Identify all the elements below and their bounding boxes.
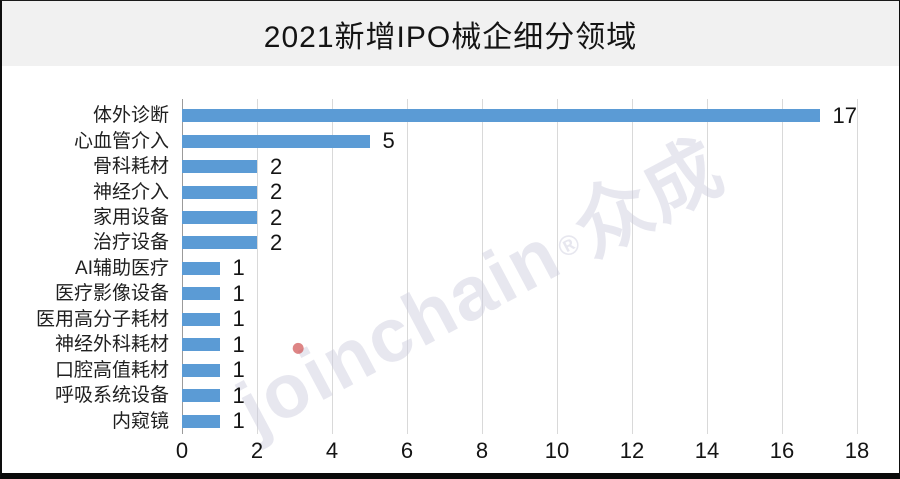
- gridline: [782, 99, 783, 434]
- bar: [182, 211, 257, 225]
- gridline: [332, 99, 333, 434]
- value-label: 2: [270, 153, 283, 179]
- bar-track: 2: [182, 231, 858, 253]
- bar: [182, 363, 220, 377]
- x-tick-label: 18: [844, 438, 870, 463]
- category-label: 骨科耗材: [92, 156, 169, 178]
- bar-track: 1: [182, 333, 858, 355]
- bar: [182, 236, 257, 250]
- value-label: 1: [232, 408, 245, 434]
- bar-row: 家用设备 2: [2, 205, 899, 230]
- x-tick-label: 0: [175, 438, 189, 463]
- bar: [182, 134, 370, 148]
- bar-row: 体外诊断 17: [2, 103, 899, 128]
- bar: [182, 338, 220, 352]
- x-tick-label: 2: [250, 438, 264, 463]
- bar-track: 1: [182, 308, 858, 330]
- category-label: 医用高分子耗材: [35, 308, 169, 330]
- category-label: 体外诊断: [92, 105, 169, 127]
- value-label: 1: [232, 280, 245, 306]
- gridline: [557, 99, 558, 434]
- category-label: 神经介入: [92, 181, 169, 203]
- bar-row: 神经介入 2: [2, 179, 899, 204]
- bar-track: 1: [182, 384, 858, 406]
- value-label: 1: [232, 357, 245, 383]
- value-label: 1: [232, 255, 245, 281]
- gridline: [857, 99, 858, 434]
- bar-row: 口腔高值耗材 1: [2, 358, 899, 383]
- bar-row: 医用高分子耗材 1: [2, 307, 899, 332]
- chart-plot-region: joi nchain®众成 体外诊断 17 心血管介入 5 骨科耗材 2 神经介入 2 家用设备 2…: [2, 66, 899, 473]
- bar-track: 1: [182, 282, 858, 304]
- bar-row: 神经外科耗材 1: [2, 332, 899, 357]
- value-label: 1: [232, 306, 245, 332]
- x-tick-label: 10: [544, 438, 570, 463]
- bar-track: 1: [182, 359, 858, 381]
- gridline: [482, 99, 483, 434]
- bar-row: 骨科耗材 2: [2, 154, 899, 179]
- x-tick-label: 6: [400, 438, 414, 463]
- bar: [182, 109, 820, 123]
- category-label: AI辅助医疗: [75, 257, 169, 279]
- bar: [182, 312, 220, 326]
- bar-track: 17: [182, 104, 858, 126]
- bar-track: 2: [182, 206, 858, 228]
- gridline: [407, 99, 408, 434]
- bar-row: 治疗设备 2: [2, 230, 899, 255]
- gridline: [632, 99, 633, 434]
- gridline: [707, 99, 708, 434]
- bar-row: 心血管介入 5: [2, 128, 899, 153]
- x-axis-tick-labels: 0 2 4 6 8 10 12 14 16 18: [176, 438, 869, 466]
- bar-track: 1: [182, 257, 858, 279]
- category-label: 心血管介入: [73, 130, 169, 152]
- value-label: 5: [382, 128, 395, 154]
- bar-track: 2: [182, 155, 858, 177]
- value-label: 2: [270, 229, 283, 255]
- value-label: 2: [270, 204, 283, 230]
- bar-row: 医疗影像设备 1: [2, 281, 899, 306]
- bar-rows: 体外诊断 17 心血管介入 5 骨科耗材 2 神经介入 2 家用设备 2 治疗设备 2 AI辅助医疗 1 医…: [2, 103, 899, 434]
- bar: [182, 414, 220, 428]
- bar: [182, 389, 220, 403]
- bar-row: 呼吸系统设备 1: [2, 383, 899, 408]
- chart-header: 2021新增IPO械企细分领域: [2, 1, 899, 66]
- value-label: 1: [232, 331, 245, 357]
- bar: [182, 185, 257, 199]
- category-label: 医疗影像设备: [54, 283, 169, 305]
- category-label: 治疗设备: [92, 232, 169, 254]
- bar: [182, 160, 257, 174]
- bar-track: 2: [182, 181, 858, 203]
- bar: [182, 261, 220, 275]
- bar-row: AI辅助医疗 1: [2, 256, 899, 281]
- category-label: 内窥镜: [111, 410, 169, 432]
- category-label: 家用设备: [92, 207, 169, 229]
- x-tick-label: 16: [769, 438, 795, 463]
- bar-track: 1: [182, 410, 858, 432]
- value-label: 17: [832, 102, 857, 128]
- category-label: 呼吸系统设备: [54, 385, 169, 407]
- bar: [182, 287, 220, 301]
- value-label: 2: [270, 179, 283, 205]
- gridline: [257, 99, 258, 434]
- value-label: 1: [232, 382, 245, 408]
- x-tick-label: 14: [694, 438, 720, 463]
- bar-row: 内窥镜 1: [2, 408, 899, 433]
- x-tick-label: 4: [325, 438, 339, 463]
- bar-track: 5: [182, 130, 858, 152]
- x-tick-label: 8: [475, 438, 489, 463]
- category-label: 口腔高值耗材: [54, 359, 169, 381]
- x-tick-label: 12: [619, 438, 645, 463]
- chart-title: 2021新增IPO械企细分领域: [263, 20, 638, 54]
- category-label: 神经外科耗材: [54, 334, 169, 356]
